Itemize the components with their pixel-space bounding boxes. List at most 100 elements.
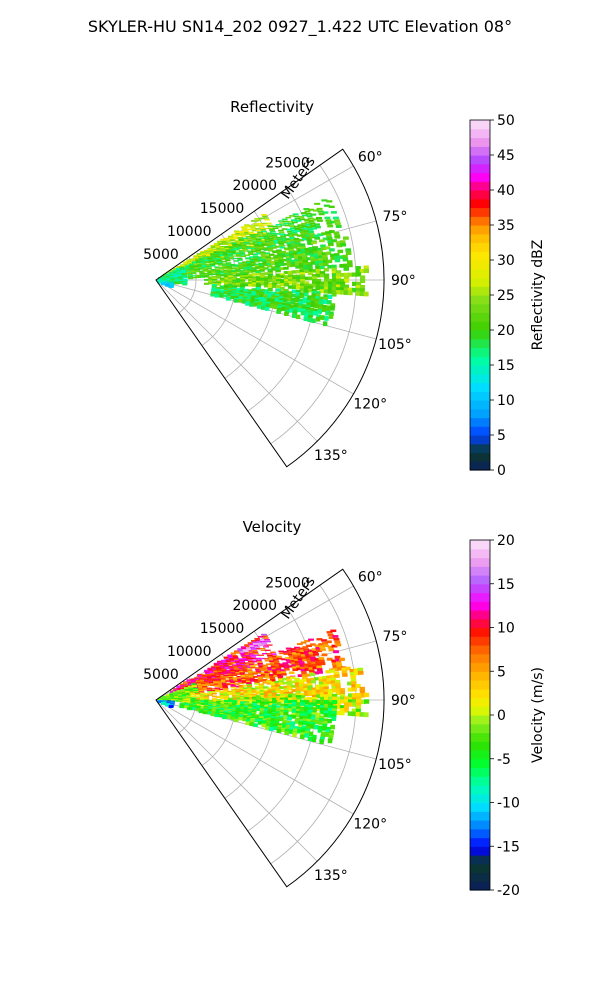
echo-gate bbox=[216, 259, 222, 261]
echo-gate bbox=[272, 227, 279, 229]
echo-gate bbox=[248, 674, 254, 676]
echo-gate bbox=[275, 288, 281, 292]
echo-gate bbox=[190, 700, 196, 703]
echo-gate bbox=[178, 700, 184, 703]
echo-gate bbox=[351, 702, 358, 707]
echo-gate bbox=[227, 254, 233, 256]
echo-gate bbox=[248, 242, 255, 244]
echo-gate bbox=[335, 287, 341, 292]
echo-gate bbox=[234, 230, 240, 233]
echo-gate bbox=[219, 702, 226, 705]
echo-gate bbox=[220, 679, 227, 681]
echo-gate bbox=[323, 296, 329, 302]
echo-gate bbox=[190, 698, 196, 701]
echo-gate bbox=[335, 710, 341, 715]
echo-gate bbox=[294, 302, 299, 307]
echo-gate bbox=[211, 290, 217, 293]
echo-gate bbox=[263, 235, 269, 238]
echo-gate bbox=[278, 717, 284, 722]
range-tick-label: 25000 bbox=[265, 575, 310, 591]
echo-gate bbox=[271, 690, 277, 694]
echo-gate bbox=[286, 681, 293, 684]
echo-gate bbox=[363, 692, 370, 698]
echo-gate bbox=[304, 650, 310, 654]
echo-gate bbox=[331, 287, 337, 292]
echo-gate bbox=[237, 247, 244, 249]
echo-gate bbox=[210, 711, 216, 715]
echo-gate bbox=[243, 230, 249, 233]
echo-gate bbox=[271, 703, 278, 707]
echo-gate bbox=[179, 705, 185, 709]
echo-gate bbox=[293, 726, 299, 731]
echo-gate bbox=[246, 656, 252, 658]
echo-gate bbox=[204, 261, 210, 263]
echo-gate bbox=[203, 278, 210, 281]
echo-gate bbox=[355, 269, 362, 274]
echo-gate bbox=[347, 272, 354, 277]
echo-gate bbox=[247, 275, 254, 278]
echo-gate bbox=[270, 683, 277, 686]
echo-gate bbox=[312, 248, 319, 252]
echo-gate bbox=[321, 653, 328, 657]
echo-gate bbox=[222, 266, 229, 269]
echo-gate bbox=[339, 272, 346, 277]
echo-gate bbox=[218, 264, 224, 266]
echo-gate bbox=[251, 229, 258, 232]
echo-gate bbox=[209, 671, 215, 674]
echo-gate bbox=[271, 712, 277, 717]
echo-gate bbox=[310, 259, 317, 263]
echo-gate bbox=[309, 233, 315, 236]
echo-gate bbox=[235, 270, 241, 273]
echo-gate bbox=[199, 273, 205, 275]
echo-gate bbox=[310, 719, 316, 724]
echo-gate bbox=[268, 239, 275, 242]
echo-gate bbox=[339, 699, 346, 704]
echo-gate bbox=[250, 246, 256, 248]
echo-gate bbox=[299, 231, 306, 234]
echo-gate bbox=[187, 707, 193, 711]
echo-gate bbox=[301, 235, 308, 238]
echo-gate bbox=[310, 224, 317, 228]
echo-gate bbox=[295, 230, 302, 233]
echo-gate bbox=[203, 275, 210, 278]
colorbar-segment bbox=[470, 767, 490, 777]
echo-gate bbox=[256, 675, 263, 677]
echo-gate bbox=[247, 699, 254, 703]
echo-gate bbox=[320, 700, 326, 704]
echo-gate bbox=[235, 702, 242, 705]
echo-gate bbox=[176, 690, 182, 693]
echo-gate bbox=[285, 252, 291, 255]
echo-gate bbox=[227, 235, 234, 238]
echo-gate bbox=[198, 688, 204, 690]
echo-gate bbox=[249, 245, 256, 247]
echo-gate bbox=[246, 685, 253, 688]
echo-gate bbox=[271, 692, 278, 696]
echo-gate bbox=[259, 282, 266, 286]
echo-gate bbox=[335, 270, 342, 275]
echo-gate bbox=[259, 248, 265, 251]
echo-gate bbox=[260, 229, 266, 231]
echo-gate bbox=[307, 709, 313, 714]
echo-gate bbox=[307, 685, 313, 689]
echo-gate bbox=[251, 273, 258, 276]
echo-gate bbox=[235, 661, 241, 664]
colorbar-segment bbox=[470, 715, 490, 725]
echo-gate bbox=[199, 700, 206, 703]
echo-gate bbox=[265, 222, 272, 224]
echo-gate bbox=[213, 262, 219, 264]
echo-gate bbox=[230, 652, 236, 655]
echo-gate bbox=[264, 673, 271, 676]
echo-gate bbox=[311, 241, 317, 245]
echo-gate bbox=[295, 276, 302, 281]
echo-gate bbox=[264, 658, 270, 660]
echo-gate bbox=[265, 256, 271, 259]
echo-gate bbox=[264, 700, 270, 703]
echo-gate bbox=[259, 266, 265, 269]
echo-gate bbox=[228, 236, 234, 239]
echo-gate bbox=[300, 652, 306, 655]
echo-gate bbox=[240, 653, 246, 656]
echo-gate bbox=[307, 649, 314, 652]
echo-gate bbox=[239, 652, 246, 655]
echo-gate bbox=[232, 656, 239, 659]
echo-gate bbox=[297, 307, 302, 313]
